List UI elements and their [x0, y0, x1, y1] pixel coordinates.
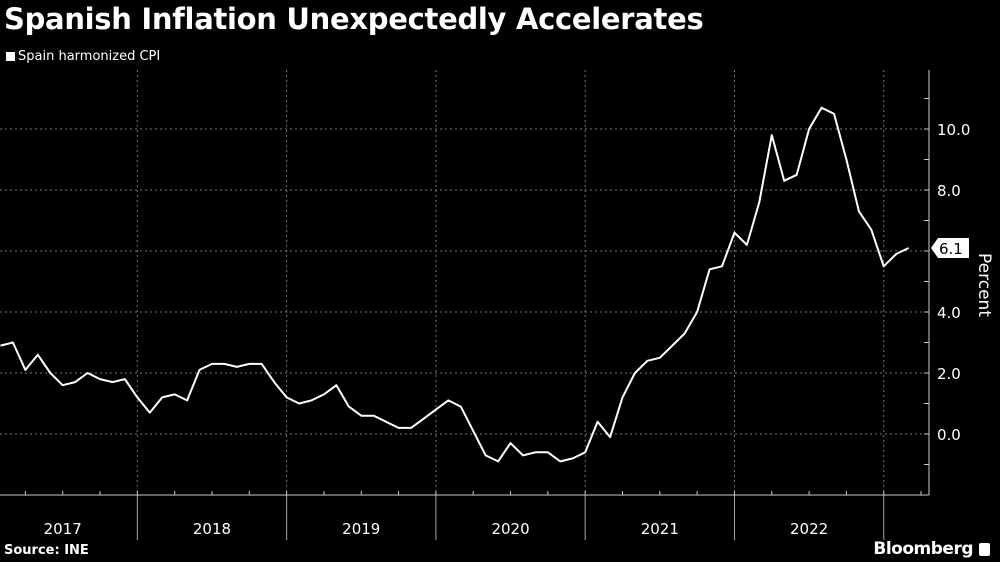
x-tick-label: 2020 — [491, 520, 529, 538]
x-axis-labels: 2017 2018 2019 2020 2021 2022 — [44, 520, 829, 538]
series-line-spain-hicp — [0, 106, 910, 463]
bloomberg-logo: Bloomberg — [873, 539, 990, 559]
y-tick-label: 2.0 — [937, 365, 961, 383]
chart-title: Spanish Inflation Unexpectedly Accelerat… — [4, 2, 704, 36]
x-tick-label: 2019 — [342, 520, 380, 538]
y-tick-label: 8.0 — [937, 182, 961, 200]
legend-swatch — [6, 52, 15, 61]
gridlines — [0, 70, 929, 495]
source-note: Source: INE — [4, 543, 89, 558]
last-value-callout: 6.1 — [931, 237, 969, 258]
y-tick-label: 4.0 — [937, 304, 961, 322]
series-points — [0, 107, 909, 462]
x-tick-label: 2018 — [193, 520, 231, 538]
y-tick-label: 0.0 — [937, 426, 961, 444]
y-axis-labels: 0.0 2.0 4.0 8.0 10.0 — [937, 121, 970, 444]
x-tick-label: 2022 — [790, 520, 828, 538]
y-tick-label: 10.0 — [937, 121, 970, 139]
legend: Spain harmonized CPI — [6, 49, 160, 64]
last-value-label: 6.1 — [939, 240, 963, 258]
x-tick-label: 2017 — [44, 520, 82, 538]
bloomberg-chart-icon — [979, 542, 990, 556]
legend-label: Spain harmonized CPI — [18, 49, 161, 64]
axes — [0, 70, 930, 540]
y-axis-title: Percent — [974, 253, 994, 317]
last-value-callout-box — [931, 237, 969, 258]
brand-text: Bloomberg — [873, 539, 973, 559]
x-tick-label: 2021 — [641, 520, 679, 538]
